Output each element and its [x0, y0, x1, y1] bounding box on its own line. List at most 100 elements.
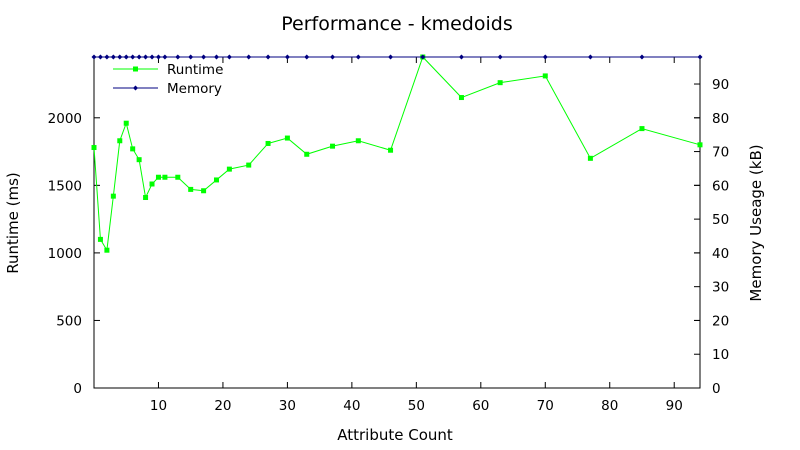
legend-memory-marker [133, 85, 138, 91]
runtime-point [104, 247, 110, 253]
memory-point [201, 54, 207, 60]
memory-point [97, 54, 103, 60]
runtime-point [226, 166, 232, 172]
memory-point [226, 54, 232, 60]
y2-tick-label: 20 [712, 313, 729, 329]
x-tick-label: 20 [214, 398, 231, 414]
memory-point [330, 54, 336, 60]
memory-point [246, 54, 252, 60]
memory-point [304, 54, 310, 60]
memory-point [542, 54, 548, 60]
runtime-point [110, 193, 116, 199]
memory-point [162, 54, 168, 60]
y2-tick-label: 0 [712, 381, 721, 397]
chart-title: Performance - kmedoids [281, 13, 512, 35]
memory-point [355, 54, 361, 60]
memory-point [149, 54, 155, 60]
x-tick-label: 10 [150, 398, 167, 414]
x-tick-label: 80 [601, 398, 618, 414]
x-axis-ticks: 10 20 30 40 50 60 70 80 90 [150, 57, 683, 414]
memory-point [265, 54, 271, 60]
y2-tick-label: 10 [712, 347, 729, 363]
runtime-point [188, 186, 194, 192]
y2-tick-label: 80 [712, 111, 729, 127]
memory-point [188, 54, 194, 60]
y-tick-label: 0 [73, 381, 82, 397]
memory-point [110, 54, 116, 60]
runtime-point [162, 174, 168, 180]
legend-runtime-label: Runtime [167, 62, 223, 78]
y-axis-ticks: 0 500 1000 1500 2000 [48, 111, 700, 397]
runtime-point [330, 143, 336, 149]
runtime-point [304, 151, 310, 157]
runtime-point [123, 120, 129, 126]
memory-point [123, 54, 129, 60]
memory-point [697, 54, 703, 60]
runtime-point [587, 155, 593, 161]
memory-point [639, 54, 645, 60]
memory-point [143, 54, 149, 60]
x-tick-label: 50 [408, 398, 425, 414]
runtime-point [155, 174, 161, 180]
memory-point [175, 54, 181, 60]
memory-point [104, 54, 110, 60]
y2-tick-label: 50 [712, 212, 729, 228]
runtime-point [458, 95, 464, 101]
runtime-point [97, 236, 103, 242]
runtime-point [130, 146, 136, 152]
runtime-point [639, 126, 645, 132]
runtime-point [246, 162, 252, 168]
runtime-series [91, 54, 703, 253]
runtime-point [91, 145, 97, 151]
runtime-point [284, 135, 290, 141]
y2-axis-ticks: 0 10 20 30 40 50 60 70 80 90 [694, 77, 729, 397]
x-tick-label: 30 [279, 398, 296, 414]
y2-tick-label: 90 [712, 77, 729, 93]
memory-point [420, 54, 426, 60]
y-tick-label: 2000 [48, 111, 82, 127]
memory-point [130, 54, 136, 60]
memory-point [587, 54, 593, 60]
memory-point [213, 54, 219, 60]
memory-point [458, 54, 464, 60]
x-axis-label: Attribute Count [337, 426, 453, 444]
memory-point [497, 54, 503, 60]
plot-frame [93, 56, 701, 389]
memory-point [388, 54, 394, 60]
y2-tick-label: 70 [712, 145, 729, 161]
y-tick-label: 1500 [48, 178, 82, 194]
runtime-point [143, 195, 149, 201]
runtime-point [149, 181, 155, 187]
runtime-point [117, 138, 123, 144]
memory-point [136, 54, 142, 60]
x-tick-label: 90 [666, 398, 683, 414]
runtime-point [265, 140, 271, 146]
runtime-point [388, 147, 394, 153]
y2-tick-label: 30 [712, 280, 729, 296]
y2-tick-label: 40 [712, 246, 729, 262]
legend: Runtime Memory [113, 62, 223, 97]
runtime-point [201, 188, 207, 194]
runtime-point [175, 174, 181, 180]
legend-memory-label: Memory [167, 81, 222, 97]
y2-tick-label: 60 [712, 178, 729, 194]
x-tick-label: 40 [343, 398, 360, 414]
x-tick-label: 60 [472, 398, 489, 414]
runtime-point [136, 157, 142, 163]
x-tick-label: 70 [537, 398, 554, 414]
memory-point [284, 54, 290, 60]
runtime-point [213, 177, 219, 183]
runtime-point [542, 73, 548, 79]
y2-axis-label: Memory Useage (kB) [747, 144, 765, 301]
series-layer [91, 54, 703, 253]
memory-point [91, 54, 97, 60]
runtime-point [497, 80, 503, 86]
runtime-point [355, 138, 361, 144]
legend-runtime-marker [133, 66, 138, 72]
runtime-point [697, 142, 703, 148]
y-axis-label: Runtime (ms) [4, 172, 22, 274]
memory-series [91, 54, 703, 60]
memory-point [155, 54, 161, 60]
memory-point [117, 54, 123, 60]
